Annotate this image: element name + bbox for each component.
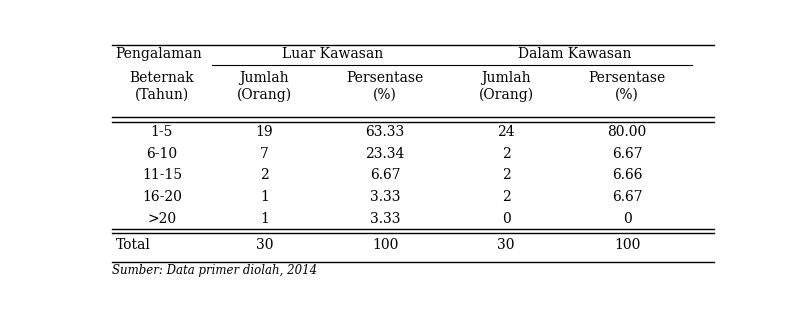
Text: 30: 30	[498, 238, 515, 252]
Text: 2: 2	[502, 190, 510, 204]
Text: 0: 0	[622, 212, 631, 226]
Text: 100: 100	[614, 238, 640, 252]
Text: Sumber: Data primer diolah, 2014: Sumber: Data primer diolah, 2014	[112, 265, 318, 277]
Text: 3.33: 3.33	[370, 212, 401, 226]
Text: 3.33: 3.33	[370, 190, 401, 204]
Text: Jumlah
(Orang): Jumlah (Orang)	[237, 71, 292, 102]
Text: 1-5: 1-5	[151, 125, 173, 139]
Text: 7: 7	[260, 147, 269, 161]
Text: Persentase
(%): Persentase (%)	[588, 71, 666, 101]
Text: 6.67: 6.67	[612, 147, 642, 161]
Text: Total: Total	[115, 238, 150, 252]
Text: Beternak
(Tahun): Beternak (Tahun)	[130, 71, 194, 101]
Text: 2: 2	[502, 168, 510, 183]
Text: 2: 2	[260, 168, 269, 183]
Text: 19: 19	[255, 125, 273, 139]
Text: 23.34: 23.34	[366, 147, 405, 161]
Text: 0: 0	[502, 212, 510, 226]
Text: Persentase
(%): Persentase (%)	[346, 71, 424, 101]
Text: 6-10: 6-10	[146, 147, 178, 161]
Text: 2: 2	[502, 147, 510, 161]
Text: >20: >20	[147, 212, 177, 226]
Text: 30: 30	[255, 238, 273, 252]
Text: 63.33: 63.33	[366, 125, 405, 139]
Text: 16-20: 16-20	[142, 190, 182, 204]
Text: 100: 100	[372, 238, 398, 252]
Text: Dalam Kawasan: Dalam Kawasan	[518, 47, 631, 61]
Text: 80.00: 80.00	[607, 125, 646, 139]
Text: Pengalaman: Pengalaman	[115, 47, 202, 61]
Text: Luar Kawasan: Luar Kawasan	[282, 47, 383, 61]
Text: 24: 24	[498, 125, 515, 139]
Text: 6.67: 6.67	[370, 168, 401, 183]
Text: 1: 1	[260, 212, 269, 226]
Text: Jumlah
(Orang): Jumlah (Orang)	[478, 71, 534, 102]
Text: 6.66: 6.66	[612, 168, 642, 183]
Text: 11-15: 11-15	[142, 168, 182, 183]
Text: 1: 1	[260, 190, 269, 204]
Text: 6.67: 6.67	[612, 190, 642, 204]
